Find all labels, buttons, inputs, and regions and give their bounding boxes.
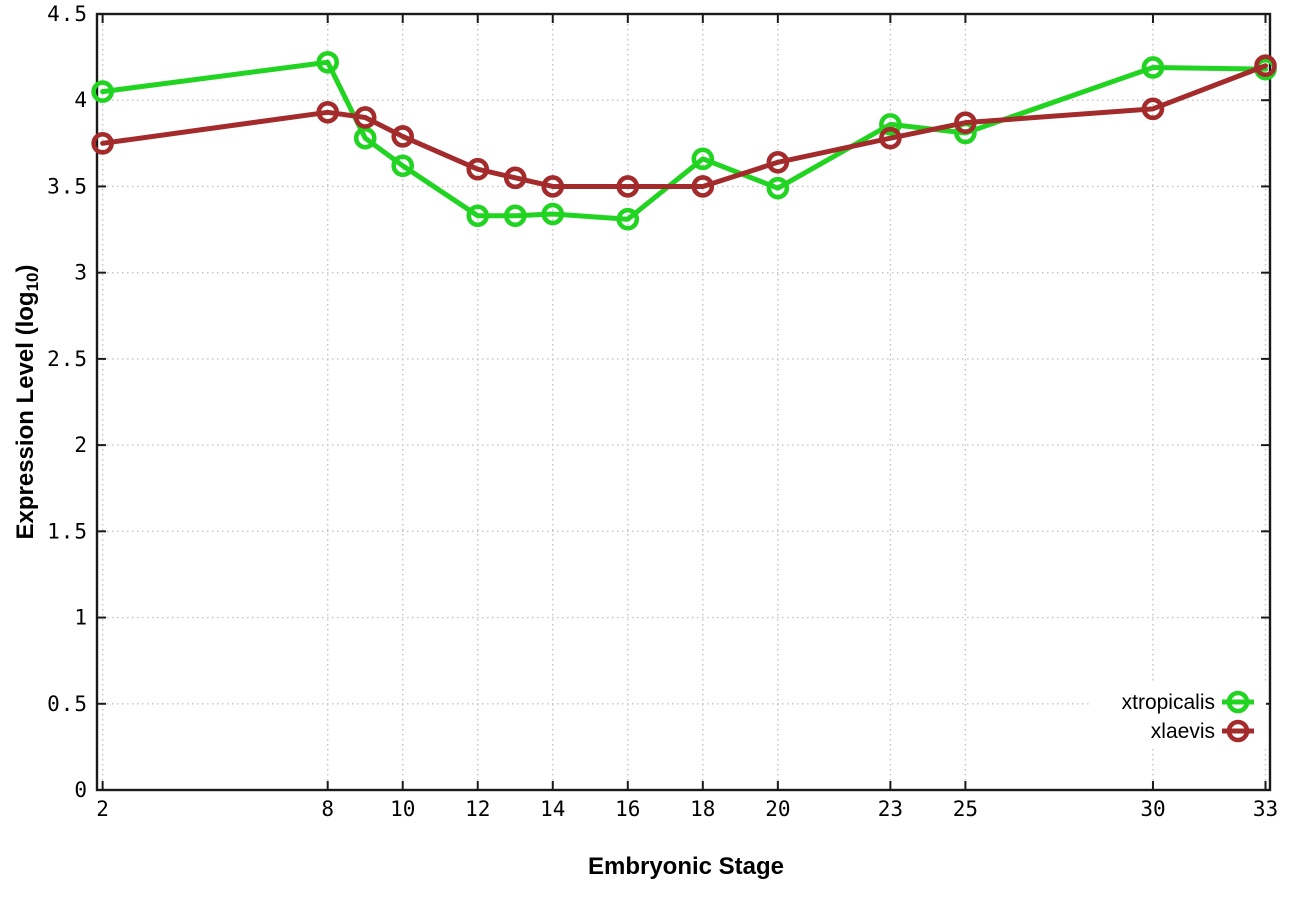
data-point-xlaevis [879, 126, 902, 150]
x-tick-label: 33 [1253, 797, 1278, 821]
y-axis-title-text: Expression Level (log [12, 291, 39, 540]
data-point-xlaevis [316, 100, 339, 124]
data-point-xlaevis [466, 157, 490, 181]
data-point-xlaevis [691, 175, 715, 198]
tick-marks [97, 13, 1270, 791]
data-point-xtropicalis [691, 147, 715, 171]
legend-marker-xtropicalis [1226, 690, 1250, 714]
y-tick-label: 2.5 [47, 347, 88, 371]
gridlines [97, 14, 1270, 790]
x-tick-label: 20 [765, 797, 790, 821]
data-point-xtropicalis [353, 126, 377, 150]
y-tick-label: 1 [74, 606, 88, 630]
y-tick-label: 0 [74, 778, 88, 802]
series-xtropicalis [91, 50, 1277, 231]
x-tick-label: 12 [465, 797, 490, 821]
data-point-xlaevis [503, 166, 527, 190]
data-point-xlaevis [541, 175, 565, 198]
data-point-xtropicalis [91, 80, 114, 103]
x-tick-label: 16 [615, 797, 640, 821]
legend-label-xtropicalis: xtropicalis [1122, 691, 1215, 714]
legend-marker-xlaevis [1226, 719, 1250, 743]
x-tick-label: 25 [953, 797, 978, 821]
x-tick-label: 14 [540, 797, 565, 821]
data-point-xtropicalis [391, 154, 415, 178]
y-tick-label: 1.5 [47, 519, 88, 543]
data-point-xtropicalis [541, 202, 565, 226]
legend: xtropicalis xlaevis [1090, 684, 1266, 748]
x-tick-label: 30 [1140, 797, 1165, 821]
data-point-xtropicalis [766, 176, 790, 200]
series-xlaevis [91, 54, 1277, 198]
legend-label-xlaevis: xlaevis [1151, 720, 1215, 743]
y-tick-label: 0.5 [47, 692, 88, 716]
data-point-xlaevis [391, 125, 415, 148]
y-tick-label: 3 [74, 261, 88, 285]
y-tick-label: 2 [74, 433, 88, 457]
x-tick-label: 23 [878, 797, 903, 821]
y-tick-label: 4.5 [47, 2, 88, 26]
series-line-xtropicalis [100, 59, 1268, 222]
y-axis-title-subscript: 10 [23, 272, 42, 292]
x-axis-title: Embryonic Stage [587, 853, 785, 880]
series-line-xlaevis [100, 63, 1268, 189]
data-point-xlaevis [353, 106, 377, 129]
data-point-xlaevis [91, 132, 114, 155]
data-point-xlaevis [766, 151, 790, 174]
x-tick-label: 8 [321, 797, 334, 821]
data-point-xlaevis [954, 111, 977, 134]
data-point-xtropicalis [316, 50, 339, 74]
data-point-xlaevis [616, 175, 640, 198]
data-point-xlaevis [1141, 97, 1165, 121]
y-tick-label: 3.5 [47, 174, 88, 198]
data-point-xlaevis [1254, 54, 1277, 78]
x-tick-label: 10 [390, 797, 415, 821]
data-point-xtropicalis [1141, 56, 1165, 79]
data-point-xtropicalis [616, 207, 640, 231]
data-point-xtropicalis [503, 204, 527, 228]
data-point-xtropicalis [879, 113, 902, 136]
y-axis-title-suffix: ) [12, 264, 39, 273]
y-tick-label: 4 [74, 88, 88, 112]
y-axis-title: Expression Level (log10) [12, 264, 42, 540]
x-tick-label: 18 [690, 797, 715, 821]
data-point-xtropicalis [466, 204, 490, 228]
plot-border [95, 12, 1272, 792]
x-tick-label: 2 [96, 797, 109, 821]
